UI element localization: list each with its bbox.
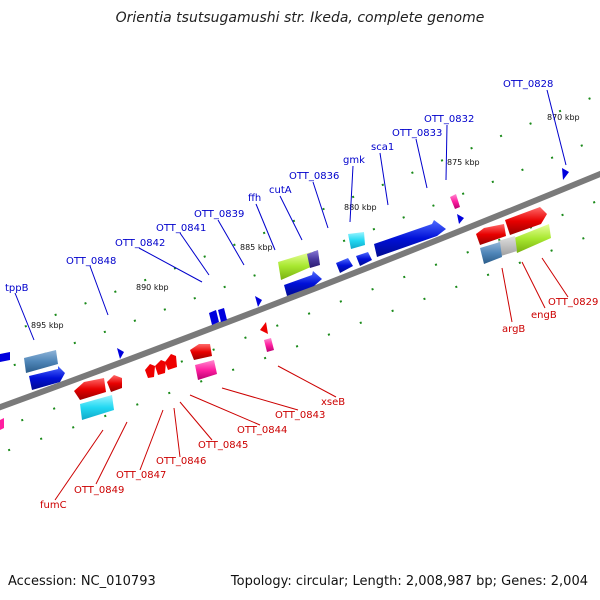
gene-label-ott0836[interactable]: OTT_0836 bbox=[289, 171, 339, 182]
gene-label-ott0843[interactable]: OTT_0843 bbox=[275, 410, 325, 421]
gene-feature-ott0842[interactable] bbox=[218, 308, 227, 322]
gene-label-ott0832[interactable]: OTT_0832 bbox=[424, 114, 474, 125]
gene-feature-gmk[interactable] bbox=[348, 232, 365, 249]
accession-text: Accession: NC_010793 bbox=[8, 574, 156, 589]
kbp-label-890: 890 kbp bbox=[136, 283, 169, 292]
gene-feature-ott0847[interactable] bbox=[107, 375, 122, 392]
gene-label-cuta[interactable]: cutA bbox=[269, 185, 292, 196]
gene-label-ffh[interactable]: ffh bbox=[248, 193, 261, 204]
gene-label-ott0847[interactable]: OTT_0847 bbox=[116, 470, 166, 481]
reverse-leader-lines bbox=[54, 257, 569, 501]
map-title: Orientia tsutsugamushi str. Ikeda, compl… bbox=[115, 10, 485, 26]
gene-label-xseb[interactable]: xseB bbox=[321, 397, 345, 408]
gene-feature-tppb-b[interactable] bbox=[29, 366, 65, 390]
gene-feature-argb[interactable] bbox=[480, 242, 502, 264]
gene-feature-edge bbox=[0, 352, 10, 362]
reverse-genes bbox=[0, 207, 551, 430]
kbp-label-870: 870 kbp bbox=[547, 113, 580, 122]
tick-marks bbox=[0, 93, 600, 455]
gene-label-gmk[interactable]: gmk bbox=[343, 155, 365, 166]
gene-feature-ott0839[interactable] bbox=[255, 296, 262, 307]
gene-label-argb[interactable]: argB bbox=[502, 324, 525, 335]
gene-feature-fumc[interactable] bbox=[80, 395, 114, 420]
gene-feature-argb-b[interactable] bbox=[476, 224, 506, 245]
kbp-label-895: 895 kbp bbox=[31, 321, 64, 330]
kbp-label-880: 880 kbp bbox=[344, 203, 377, 212]
gene-label-ott0833[interactable]: OTT_0833 bbox=[392, 128, 442, 139]
genome-backbone bbox=[0, 170, 600, 411]
gene-label-ott0844[interactable]: OTT_0844 bbox=[237, 425, 287, 436]
forward-genes bbox=[0, 168, 569, 390]
kbp-label-885: 885 kbp bbox=[240, 243, 273, 252]
gene-feature-ott0844[interactable] bbox=[165, 354, 177, 370]
gene-feature-ott0828[interactable] bbox=[562, 168, 569, 180]
gene-feature-ffh[interactable] bbox=[284, 271, 322, 296]
gene-feature-ott0848[interactable] bbox=[117, 348, 124, 359]
gene-feature-ott0849[interactable] bbox=[74, 378, 106, 400]
gene-label-ott0848[interactable]: OTT_0848 bbox=[66, 256, 116, 267]
gene-label-ott0845[interactable]: OTT_0845 bbox=[198, 440, 248, 451]
gene-label-ott0846[interactable]: OTT_0846 bbox=[156, 456, 206, 467]
gene-feature-ott0829-b[interactable] bbox=[514, 224, 551, 253]
gene-feature-ott0836-b[interactable] bbox=[356, 252, 372, 266]
gene-label-engb[interactable]: engB bbox=[531, 310, 557, 321]
gene-label-fumc[interactable]: fumC bbox=[40, 500, 67, 511]
gene-label-ott0842[interactable]: OTT_0842 bbox=[115, 238, 165, 249]
gene-feature-cuta-b[interactable] bbox=[307, 250, 320, 268]
gene-feature-xseb-a[interactable] bbox=[260, 322, 268, 334]
gene-feature-ott0846[interactable] bbox=[145, 364, 155, 378]
gene-label-ott0829[interactable]: OTT_0829 bbox=[548, 297, 598, 308]
gene-feature-ott0841[interactable] bbox=[209, 310, 219, 325]
gene-feature-tppb-a[interactable] bbox=[24, 350, 58, 373]
gene-label-tppb[interactable]: tppB bbox=[5, 283, 29, 294]
gene-feature-xseb-b[interactable] bbox=[264, 338, 274, 352]
gene-feature-ott0845[interactable] bbox=[155, 360, 166, 375]
gene-feature-edge-pink bbox=[0, 418, 4, 430]
tick-line-upper-outer bbox=[0, 93, 600, 338]
gene-feature-ott0833[interactable] bbox=[450, 194, 460, 209]
gene-feature-ott0829[interactable] bbox=[505, 207, 547, 235]
gene-feature-ott0836-a[interactable] bbox=[336, 258, 353, 273]
gene-label-ott0839[interactable]: OTT_0839 bbox=[194, 209, 244, 220]
gene-label-ott0828[interactable]: OTT_0828 bbox=[503, 79, 553, 90]
kbp-label-875: 875 kbp bbox=[447, 158, 480, 167]
gene-label-ott0841[interactable]: OTT_0841 bbox=[156, 223, 206, 234]
gene-feature-engb[interactable] bbox=[498, 236, 517, 256]
tick-line-lower-outer bbox=[0, 230, 600, 455]
gene-feature-sca1[interactable] bbox=[374, 220, 446, 257]
topology-text: Topology: circular; Length: 2,008,987 bp… bbox=[230, 574, 588, 589]
gene-label-sca1[interactable]: sca1 bbox=[371, 142, 394, 153]
gene-feature-cuta[interactable] bbox=[278, 252, 313, 280]
gene-feature-ott0843[interactable] bbox=[190, 344, 212, 360]
forward-leader-lines bbox=[14, 89, 567, 341]
gene-label-ott0849[interactable]: OTT_0849 bbox=[74, 485, 124, 496]
gene-feature-ott0832[interactable] bbox=[457, 214, 464, 224]
gene-feature-ott0843-b[interactable] bbox=[195, 360, 217, 380]
